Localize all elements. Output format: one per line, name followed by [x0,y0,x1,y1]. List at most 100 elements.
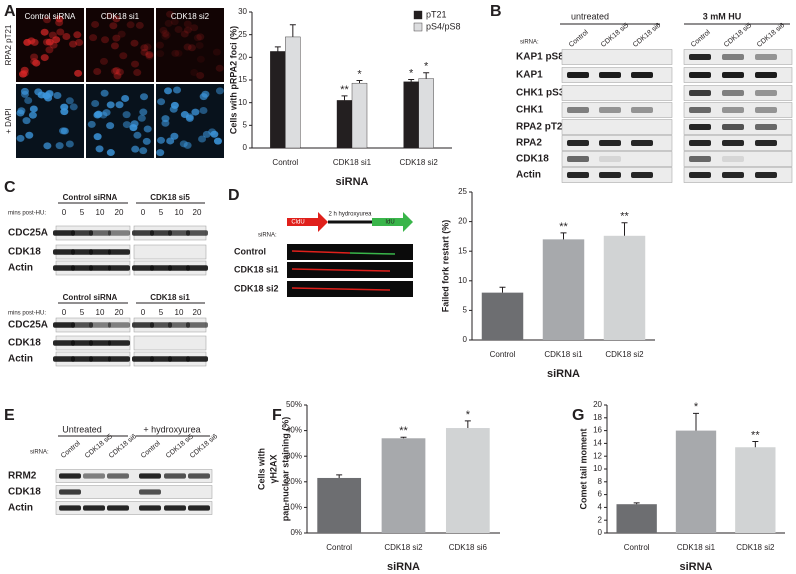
y-tick-label: 18 [593,413,602,422]
y-axis-label: Cells with pRPA2 foci (%) [228,26,238,134]
band [150,230,172,236]
nucleus [179,140,188,148]
error-bar [621,222,628,236]
significance: ** [559,221,568,233]
condition-label: + hydroxyurea [143,424,200,434]
nucleus [156,149,165,157]
nucleus [121,94,130,102]
nucleus [73,31,82,39]
band [139,505,161,511]
nucleus [122,111,131,119]
arrow-cldu [287,212,328,232]
nucleus [112,15,121,23]
band [186,322,208,328]
nucleus [30,53,39,61]
y-tick-label: 15 [238,75,247,84]
band [139,473,161,479]
row-label: CDK18 [8,487,41,498]
nucleus [24,97,33,105]
significance: ** [620,211,629,223]
bar [351,82,368,149]
y-tick-label: 40% [286,426,302,435]
band [89,265,111,271]
band [89,340,111,346]
nucleus [65,97,74,105]
y-tick-label: 0 [463,335,468,344]
band [89,322,111,328]
nucleus [55,15,64,23]
band [53,249,75,255]
nucleus [157,98,166,106]
x-axis-label: siRNA [335,176,368,188]
nucleus [137,114,146,122]
blot [55,485,213,499]
bar [735,447,776,533]
band [53,356,75,362]
row-label: CDK18 si1 [234,264,279,274]
nucleus [109,22,118,30]
x-tick-label: CDK18 si1 [544,350,583,359]
bar [336,100,353,149]
bar [317,477,362,533]
fiber [291,250,351,254]
bar [285,36,301,149]
band [71,230,93,236]
lane-label: CDK18 si5 [600,22,630,49]
error-bar [423,72,430,79]
nucleus [161,30,170,38]
y-tick-label: 0 [243,143,248,152]
blot [561,151,673,167]
nucleus [110,42,119,50]
arrow-idu [372,212,413,232]
error-bar [341,95,348,101]
blot [561,102,673,118]
lane-label: Control [568,29,590,49]
row-label: Actin [8,354,33,365]
nucleus [94,110,103,118]
bar [445,428,490,533]
nucleus [162,31,171,39]
nucleus [145,52,154,60]
band [132,322,154,328]
band [599,72,621,78]
nucleus [193,34,202,42]
condition-label: Control siRNA [63,193,118,202]
row-label: CHK1 [516,105,544,116]
band [567,172,589,178]
nucleus [117,30,126,38]
nucleus [191,108,200,116]
blot [133,335,207,351]
time-point: 10 [96,308,105,317]
time-label: mins post-HU: [8,311,46,317]
y-tick-label: 0 [598,528,603,537]
y-tick-label: 16 [593,426,602,435]
blot [561,85,673,101]
panel-label: F [272,407,282,424]
nucleus [145,51,154,59]
nucleus [91,99,100,107]
band [689,140,711,146]
y-tick-label: 15 [458,246,467,255]
band [132,265,154,271]
time-point: 5 [159,308,164,317]
row-label: RPA2 pT21 [516,122,568,133]
bar [675,430,717,533]
fiber-label: IdU [385,220,394,226]
significance: * [694,401,699,413]
nucleus [106,149,115,157]
nucleus [183,20,192,28]
row-label: Actin [8,263,33,274]
error-bar [752,440,759,448]
band [71,249,93,255]
band [108,249,130,255]
band [722,156,744,162]
time-point: 20 [193,308,202,317]
nucleus [55,19,64,27]
band [722,72,744,78]
lane-label: Control [690,29,712,49]
y-tick-label: 8 [598,477,603,486]
band [599,172,621,178]
band [53,265,75,271]
nucleus [112,34,121,42]
micrograph [156,8,224,82]
